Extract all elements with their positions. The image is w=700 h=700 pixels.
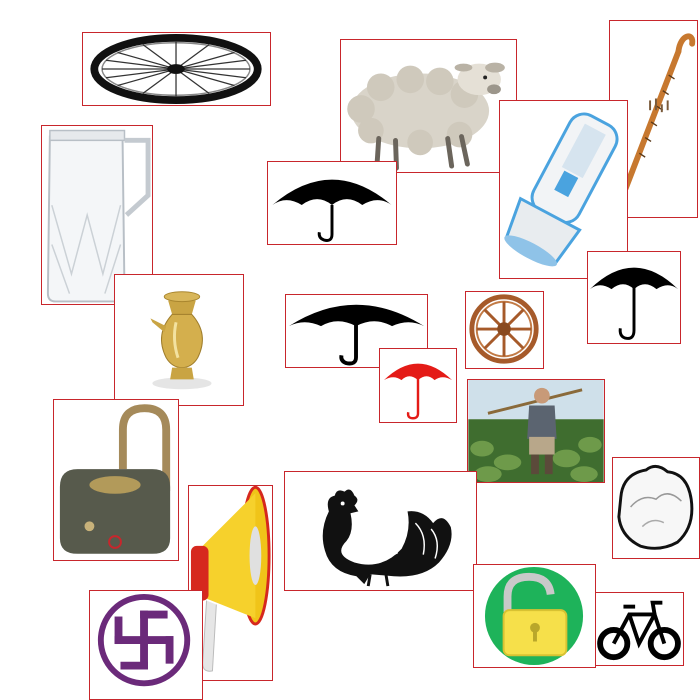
umbrella-icon [267, 161, 397, 245]
broken-shell-icon [612, 457, 700, 559]
umbrella-icon [285, 294, 428, 368]
cart-wheel-icon [465, 291, 544, 369]
flashlight-icon [499, 100, 628, 279]
umbrella-icon [587, 251, 681, 344]
megaphone-icon [188, 485, 273, 681]
bicycle-icon [595, 592, 684, 666]
farmer-icon [467, 379, 605, 483]
kettle-icon [114, 274, 244, 406]
wheel-icon [82, 32, 271, 106]
unlock-icon [473, 564, 596, 668]
umbrella-icon [379, 348, 457, 423]
swastika-icon [89, 590, 203, 700]
rooster-icon [284, 471, 477, 591]
padlock-open-icon [53, 399, 179, 561]
sheep-icon [340, 39, 517, 173]
